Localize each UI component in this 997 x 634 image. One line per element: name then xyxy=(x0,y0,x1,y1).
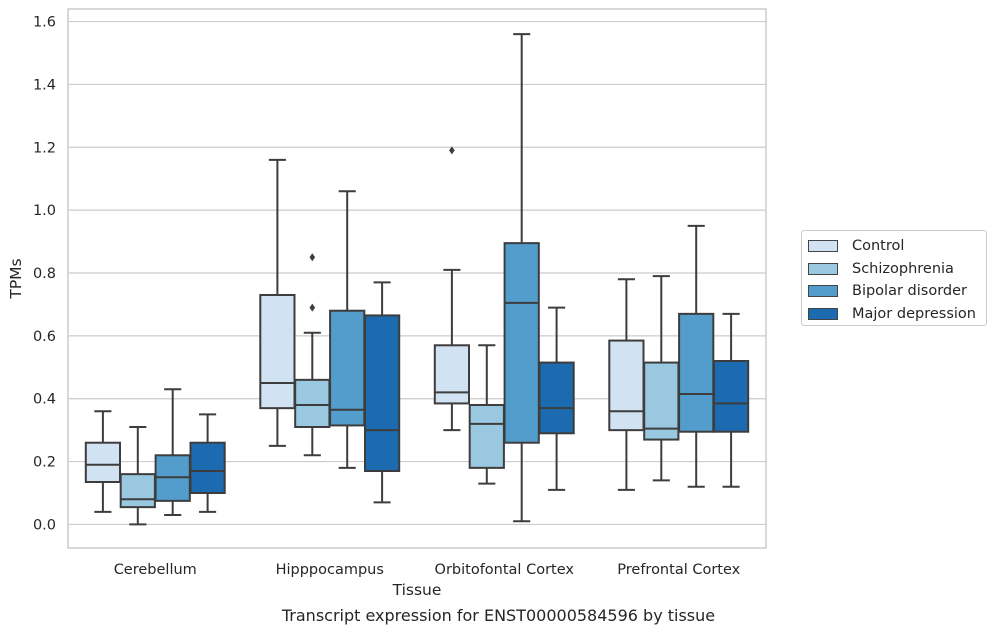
x-axis-label: Tissue xyxy=(392,581,442,599)
legend-item: Control xyxy=(808,235,986,258)
y-tick-label: 1.6 xyxy=(33,15,56,31)
chart-caption: Transcript expression for ENST0000058459… xyxy=(281,606,716,625)
x-tick-label: Prefrontal Cortex xyxy=(617,562,740,578)
box xyxy=(84,441,122,484)
y-tick-label: 0.2 xyxy=(33,455,56,471)
outlier-point xyxy=(309,303,316,312)
legend-label: Bipolar disorder xyxy=(852,283,967,300)
legend-swatch xyxy=(808,307,838,320)
box xyxy=(503,242,540,444)
legend-item: Schizophrenia xyxy=(808,258,986,281)
legend-swatch xyxy=(808,262,838,275)
legend-label: Control xyxy=(852,238,905,255)
box xyxy=(678,312,715,433)
outlier-point xyxy=(449,146,455,155)
y-tick-label: 1.2 xyxy=(33,140,56,156)
y-axis-label: TPMs xyxy=(7,258,25,299)
y-tick-label: 0.4 xyxy=(33,392,56,408)
box xyxy=(712,360,750,433)
outlier-point xyxy=(309,253,316,262)
plot-frame xyxy=(67,8,767,549)
box xyxy=(189,441,226,495)
legend-item: Major depression xyxy=(808,303,986,326)
legend: Control Schizophrenia Bipolar disorder Majo… xyxy=(801,230,987,326)
box xyxy=(433,344,471,405)
legend-item: Bipolar disorder xyxy=(808,280,986,303)
box xyxy=(468,404,505,469)
legend-label: Major depression xyxy=(852,305,976,322)
box xyxy=(538,361,575,435)
box xyxy=(119,473,156,509)
y-tick-label: 0.8 xyxy=(33,266,56,282)
legend-label: Schizophrenia xyxy=(852,260,954,277)
box xyxy=(259,294,296,410)
y-tick-label: 0.0 xyxy=(33,517,56,533)
x-tick-label: Cerebellum xyxy=(114,562,197,578)
x-tick-label: Orbitofontal Cortex xyxy=(435,562,575,578)
box xyxy=(294,378,331,429)
y-tick-label: 1.4 xyxy=(33,77,56,93)
y-tick-label: 0.6 xyxy=(33,329,56,345)
legend-swatch xyxy=(808,285,838,298)
legend-swatch xyxy=(808,240,838,253)
box xyxy=(363,314,401,472)
y-tick-label: 1.0 xyxy=(33,203,56,219)
x-tick-label: Hipppocampus xyxy=(276,562,384,578)
box xyxy=(643,361,680,441)
box xyxy=(608,339,645,432)
box xyxy=(329,309,366,427)
